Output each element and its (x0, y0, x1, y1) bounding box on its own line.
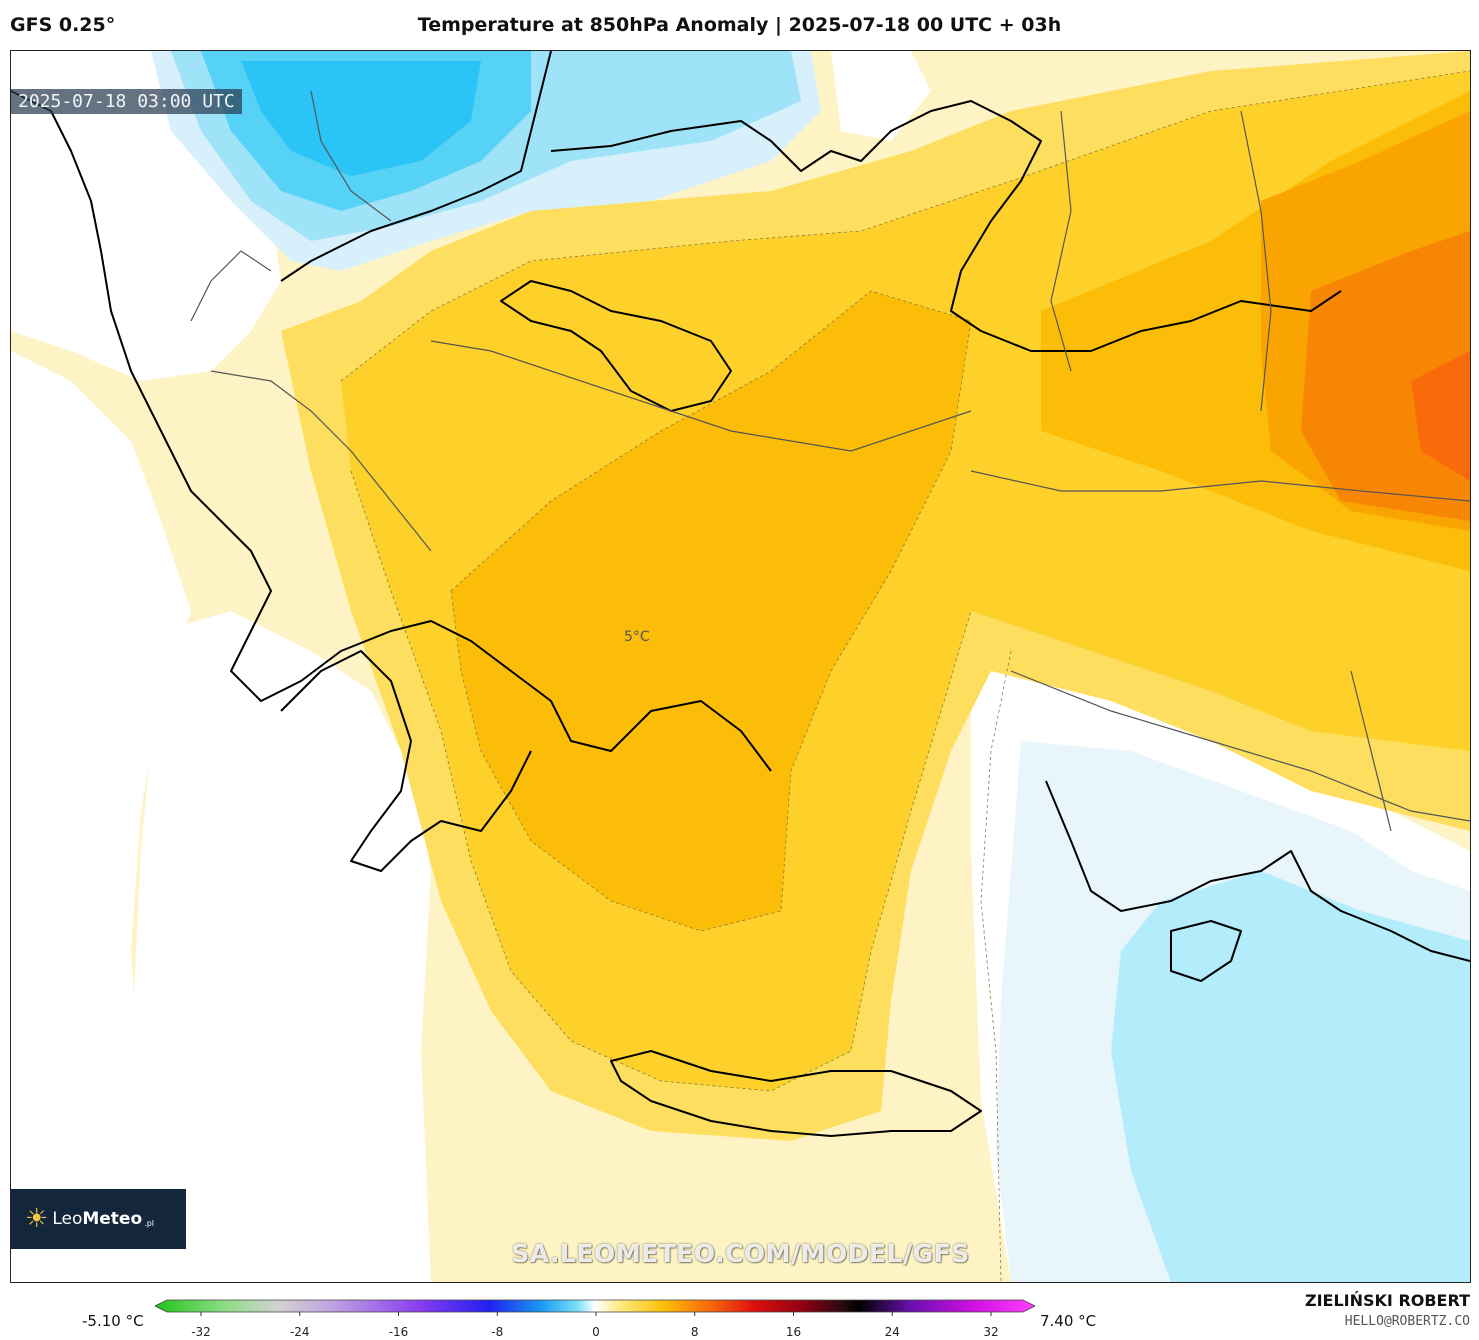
neutral-area-north (831, 51, 931, 141)
legend-max-label: 7.40 °C (1040, 1312, 1097, 1330)
author-name: ZIELIŃSKI ROBERT (1304, 1291, 1470, 1310)
coastlines (11, 51, 1470, 1137)
country-borders (190, 90, 1470, 832)
logo-leo: Leo (52, 1209, 83, 1229)
colorbar-tick-label: -16 (389, 1325, 409, 1339)
neutral-area-ionian (131, 611, 431, 1282)
leometeo-logo[interactable]: ☀ Leo Meteo .pl (11, 1189, 186, 1249)
legend-min-label: -5.10 °C (82, 1312, 144, 1330)
point-value-label: 5°C (624, 629, 650, 645)
watermark-url: SA.LEOMETEO.COM/MODEL/GFS (511, 1239, 970, 1268)
colorbar-tick-label: -24 (290, 1325, 310, 1339)
map-panel[interactable]: 2025-07-18 03:00 UTC 5°C ☀ Leo Meteo .pl S… (10, 50, 1471, 1283)
model-label: GFS 0.25° (10, 14, 116, 36)
colorbar-tick-label: 24 (885, 1325, 900, 1339)
colorbar-ticks: -32 -24 -16 -8 0 8 16 24 32 (191, 1312, 999, 1339)
colorbar-tick-label: -32 (191, 1325, 211, 1339)
bright-blue-north (241, 61, 481, 176)
colorbar-strip (155, 1299, 1035, 1313)
amber-area (451, 91, 1470, 931)
logo-meteo: Meteo (82, 1209, 143, 1229)
valid-time-badge: 2025-07-18 03:00 UTC (11, 89, 242, 114)
logo-suffix: .pl (144, 1218, 154, 1228)
colorbar: -32 -24 -16 -8 0 8 16 24 32 (155, 1299, 1035, 1339)
colorbar-tick-label: 8 (691, 1325, 699, 1339)
map-title: Temperature at 850hPa Anomaly | 2025-07-… (417, 14, 1062, 36)
sun-icon: ☀ (25, 1204, 49, 1234)
neutral-area-west (11, 351, 191, 1282)
contour-lines (340, 70, 1470, 1282)
light-blue-area (1111, 871, 1470, 1282)
author-email[interactable]: HELLO@ROBERTZ.CO (1344, 1314, 1470, 1329)
red-orange-area (1411, 351, 1470, 481)
colorbar-tick-label: 0 (592, 1325, 600, 1339)
colorbar-tick-label: -8 (491, 1325, 503, 1339)
anomaly-map (11, 51, 1470, 1282)
colorbar-tick-label: 32 (983, 1325, 998, 1339)
colorbar-tick-label: 16 (786, 1325, 801, 1339)
